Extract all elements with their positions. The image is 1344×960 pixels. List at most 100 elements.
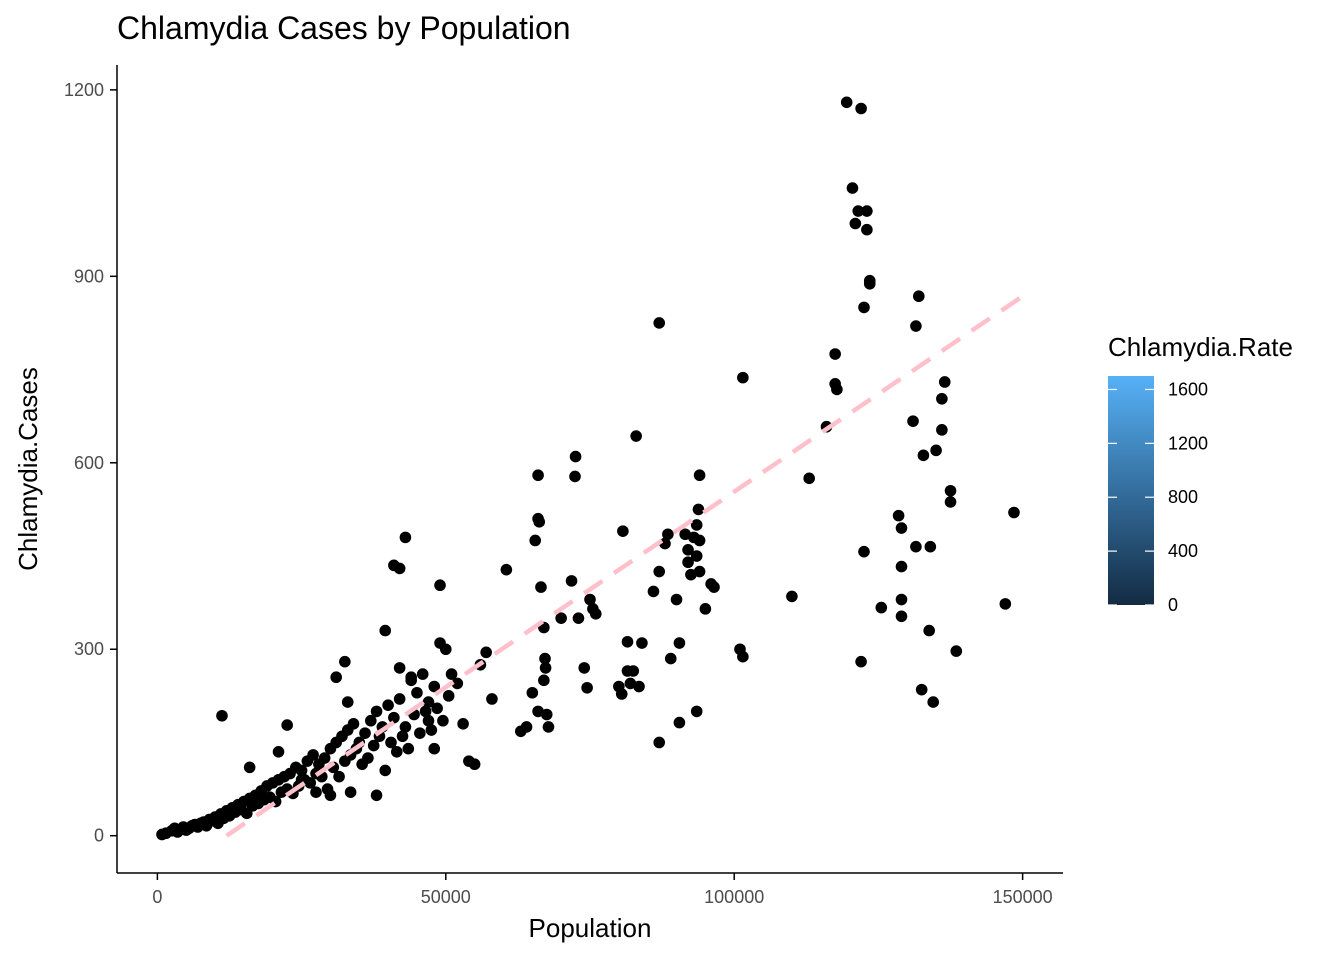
data-point	[445, 668, 458, 680]
data-point	[664, 652, 677, 665]
chart-title: Chlamydia Cases by Population	[117, 10, 571, 46]
legend-tick-label: 1200	[1168, 433, 1208, 453]
data-point	[858, 301, 870, 314]
y-tick-label: 1200	[64, 80, 104, 100]
data-point	[849, 217, 862, 230]
data-point	[431, 702, 443, 715]
data-point	[216, 709, 228, 722]
data-point	[330, 671, 342, 684]
data-point	[630, 430, 642, 442]
data-point	[310, 786, 322, 798]
data-point	[565, 575, 578, 587]
data-point	[861, 223, 873, 236]
data-point	[416, 668, 429, 680]
data-point	[699, 603, 712, 615]
data-point	[480, 646, 492, 659]
legend: Chlamydia.Rate 0 400 800 1200 1600	[1108, 332, 1293, 615]
data-point	[339, 655, 351, 668]
data-point	[362, 752, 374, 764]
legend-tick-label: 0	[1168, 595, 1178, 615]
data-point	[999, 598, 1012, 610]
data-point	[846, 182, 859, 194]
data-point	[653, 736, 666, 749]
data-point	[529, 534, 542, 547]
y-tick-label: 0	[94, 826, 104, 846]
data-point	[858, 545, 870, 558]
y-axis-title: Chlamydia.Cases	[13, 367, 43, 571]
data-point	[457, 718, 469, 730]
y-tick-label: 300	[74, 639, 104, 659]
data-point	[936, 392, 948, 405]
data-point	[414, 727, 426, 739]
data-point	[281, 719, 293, 731]
data-point	[367, 739, 380, 752]
data-point	[621, 635, 634, 648]
data-point	[539, 662, 552, 674]
data-point	[520, 721, 533, 733]
data-point	[428, 742, 441, 755]
data-point	[385, 736, 397, 749]
data-point	[950, 645, 963, 657]
x-tick-label: 0	[152, 887, 162, 907]
data-point	[803, 472, 815, 485]
data-point	[737, 371, 749, 384]
data-point	[572, 612, 585, 624]
data-point	[390, 746, 403, 758]
data-point	[659, 537, 671, 550]
data-point	[692, 503, 705, 516]
data-point	[379, 624, 392, 637]
x-tick-label: 50000	[421, 887, 471, 907]
data-point	[690, 519, 703, 531]
legend-title: Chlamydia.Rate	[1108, 332, 1293, 362]
legend-colorbar	[1108, 376, 1154, 605]
data-point	[1008, 506, 1020, 519]
data-point	[693, 469, 706, 482]
data-point	[923, 624, 935, 637]
data-point	[468, 758, 481, 771]
data-point	[451, 677, 464, 690]
data-point	[915, 683, 928, 696]
data-point	[532, 705, 544, 718]
data-point	[318, 752, 331, 764]
data-point	[673, 716, 686, 729]
data-point	[486, 693, 498, 705]
data-point	[690, 705, 703, 718]
data-point	[405, 671, 417, 684]
data-point	[581, 681, 593, 694]
data-point	[636, 637, 648, 649]
data-point	[829, 348, 841, 360]
data-point	[439, 643, 452, 656]
data-point	[388, 711, 400, 724]
x-tick-label: 100000	[704, 887, 764, 907]
data-point	[682, 544, 694, 556]
data-point	[243, 761, 256, 774]
y-tick-label: 900	[74, 266, 104, 286]
data-point	[359, 727, 371, 739]
data-point	[673, 637, 686, 649]
data-point	[555, 612, 567, 624]
data-point	[855, 655, 867, 668]
data-point	[425, 724, 438, 736]
data-point	[895, 610, 908, 623]
data-point	[428, 680, 441, 693]
data-point	[938, 376, 951, 388]
trend-line	[225, 294, 1024, 838]
data-points	[156, 96, 1020, 841]
data-point	[344, 786, 357, 798]
data-point	[442, 690, 455, 702]
data-point	[917, 449, 930, 462]
data-point	[370, 789, 383, 802]
data-point	[924, 540, 937, 553]
data-point	[307, 749, 319, 761]
data-point	[584, 593, 596, 606]
data-point	[653, 317, 666, 329]
data-point	[422, 696, 435, 708]
legend-tick-label: 800	[1168, 487, 1198, 507]
data-point	[333, 770, 345, 783]
data-point	[615, 688, 628, 700]
data-point	[411, 686, 423, 699]
data-point	[422, 714, 435, 727]
data-point	[936, 424, 948, 436]
data-point	[396, 730, 409, 743]
data-point	[295, 773, 308, 786]
